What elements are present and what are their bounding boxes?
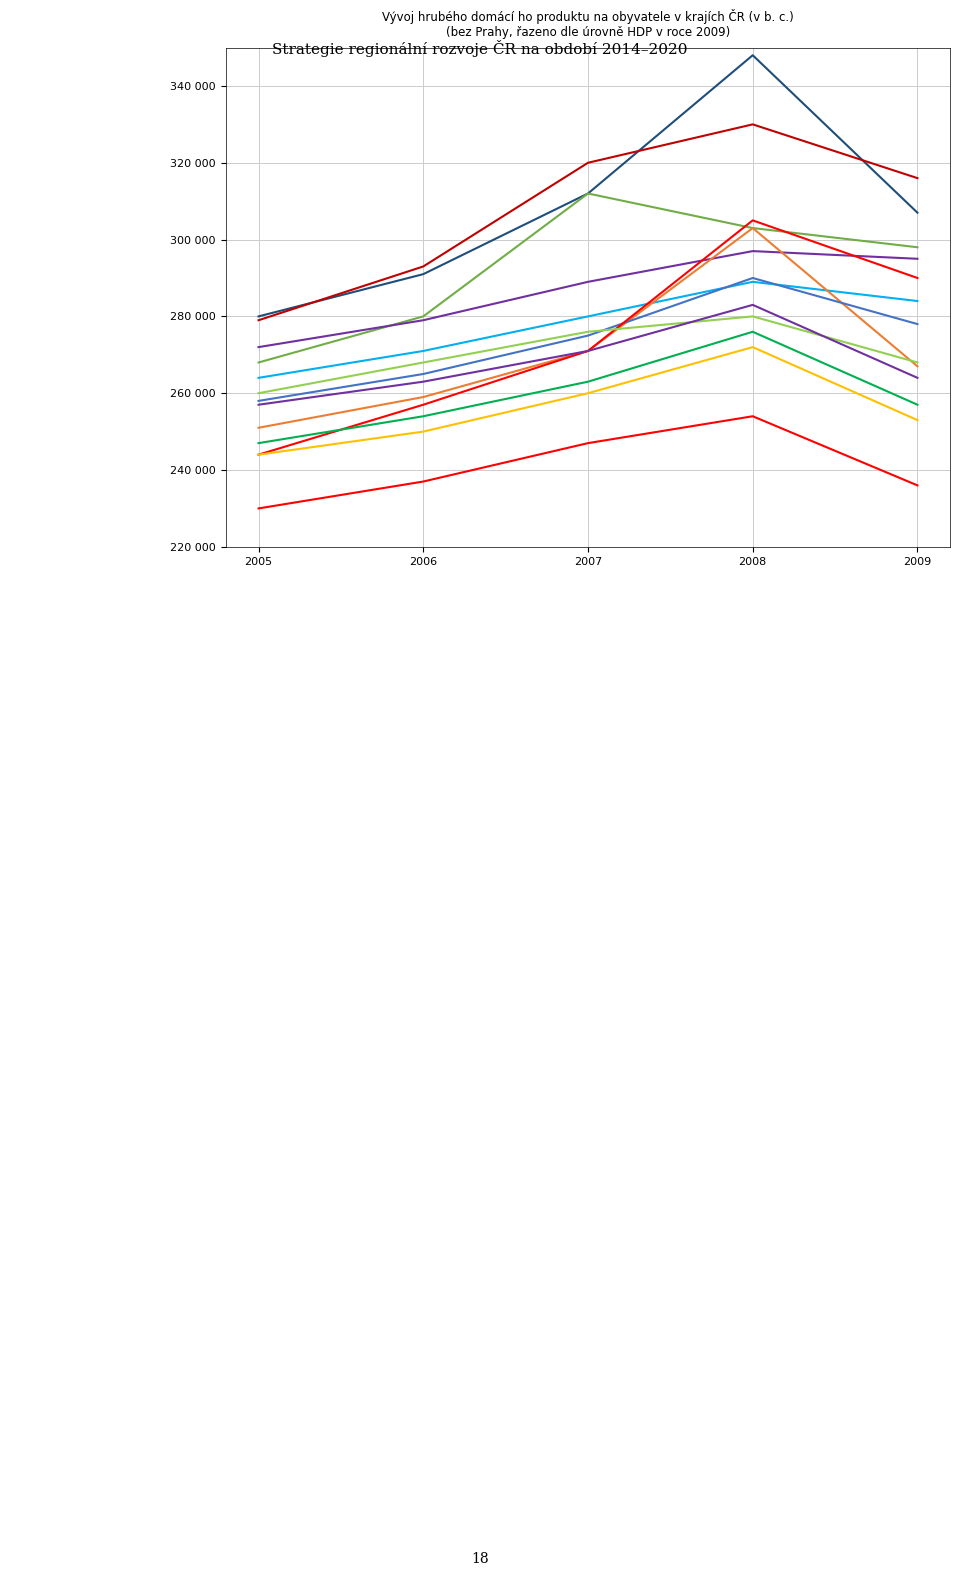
Text: 18: 18 (471, 1552, 489, 1566)
Text: Strategie regionální rozvoje ČR na období 2014–2020: Strategie regionální rozvoje ČR na obdob… (273, 40, 687, 57)
Title: Vývoj hrubého domácí ho produktu na obyvatele v krajích ČR (v b. c.)
(bez Prahy,: Vývoj hrubého domácí ho produktu na obyv… (382, 10, 794, 40)
